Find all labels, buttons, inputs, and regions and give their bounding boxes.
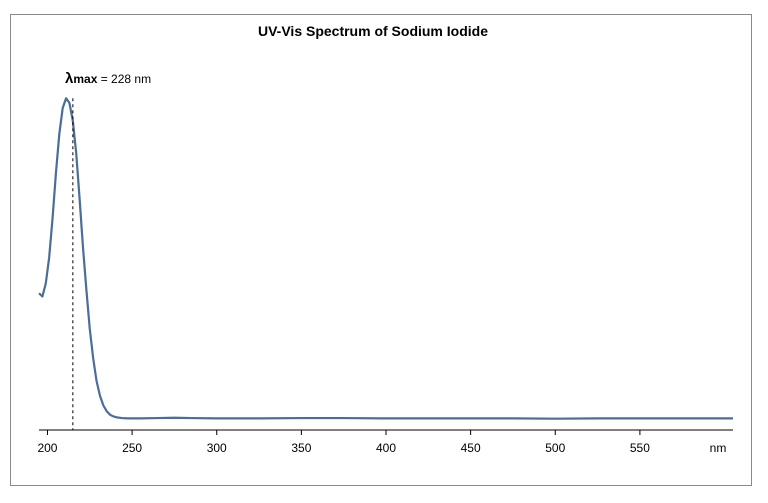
x-tick-label-400: 400 (376, 441, 396, 455)
spectrum-line (38, 97, 733, 420)
x-tick-label-550: 550 (630, 441, 650, 455)
x-tick-label-450: 450 (461, 441, 481, 455)
x-tick-label-350: 350 (291, 441, 311, 455)
lambda-max-annotation: λmax = 228 nm (65, 70, 151, 87)
lambda-max-value: = 228 nm (97, 72, 151, 86)
x-tick-label-200: 200 (37, 441, 57, 455)
lambda-symbol: λ (65, 70, 74, 87)
x-tick-label-300: 300 (207, 441, 227, 455)
x-unit-label: nm (710, 441, 727, 455)
x-tick-label-250: 250 (122, 441, 142, 455)
x-tick-label-500: 500 (545, 441, 565, 455)
chart-frame: UV-Vis Spectrum of Sodium Iodide 200 250 3… (10, 14, 752, 486)
max-subscript: max (73, 72, 97, 86)
chart-svg: UV-Vis Spectrum of Sodium Iodide 200 250 3… (37, 23, 733, 455)
x-ticks: 200 250 300 350 400 450 500 550 (37, 430, 650, 455)
chart-title: UV-Vis Spectrum of Sodium Iodide (258, 23, 488, 39)
